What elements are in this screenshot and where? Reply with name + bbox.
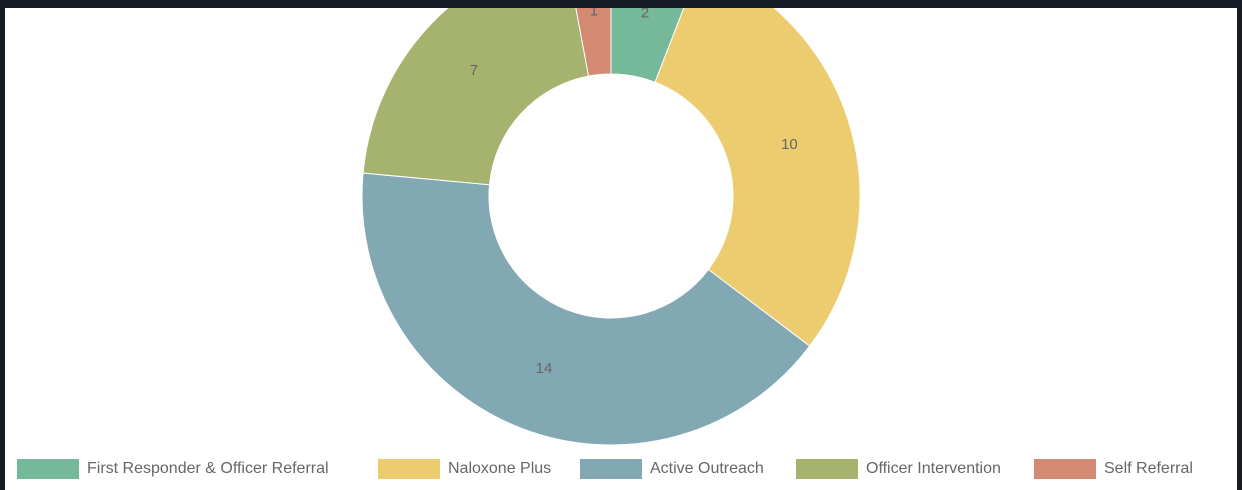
slice bbox=[361, 172, 811, 446]
slice bbox=[654, 8, 861, 347]
data-label: 14 bbox=[536, 360, 553, 377]
plot: 2 10 14 7 1 bbox=[361, 2, 861, 446]
slice bbox=[610, 8, 685, 83]
legend-swatch bbox=[1034, 459, 1096, 479]
legend: First Responder & Officer Referral Naloxo… bbox=[17, 459, 1193, 479]
data-label: 7 bbox=[470, 62, 478, 79]
legend-label: Active Outreach bbox=[650, 460, 764, 477]
legend-swatch bbox=[17, 459, 79, 479]
legend-label: Officer Intervention bbox=[866, 460, 1001, 477]
legend-label: First Responder & Officer Referral bbox=[87, 460, 329, 477]
slice bbox=[362, 8, 590, 186]
legend-label: Self Referral bbox=[1104, 460, 1193, 477]
data-label: 2 bbox=[641, 5, 649, 22]
legend-label: Naloxone Plus bbox=[448, 460, 551, 477]
legend-swatch bbox=[796, 459, 858, 479]
slice bbox=[575, 8, 612, 77]
data-label: 10 bbox=[781, 136, 798, 153]
data-label: 1 bbox=[590, 2, 598, 19]
legend-swatch bbox=[580, 459, 642, 479]
legend-swatch bbox=[378, 459, 440, 479]
